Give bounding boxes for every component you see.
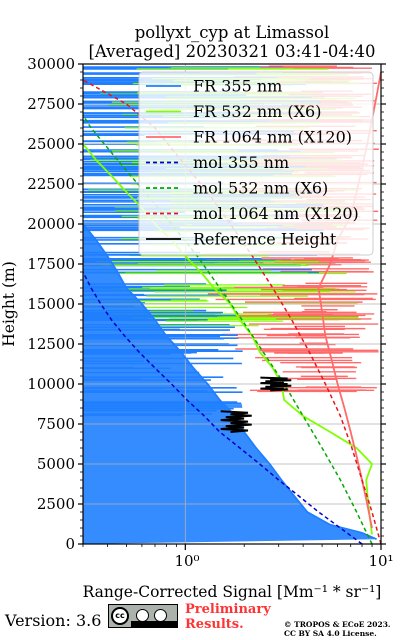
legend-box xyxy=(138,71,374,256)
legend-entry-label: FR 355 nm xyxy=(193,77,282,96)
cc-icon: cc xyxy=(111,607,129,625)
series-mol-532-nm-x6-line xyxy=(82,114,373,545)
y-axis-label: Height (m) xyxy=(0,261,18,347)
creative-commons-by-sa-icon: cc xyxy=(108,604,178,628)
copyright-line-1: © TROPOS & ECoE 2023. xyxy=(284,620,391,629)
y-tick-label: 0 xyxy=(65,535,75,553)
copyright-notice: © TROPOS & ECoE 2023. CC BY SA 4.0 Licen… xyxy=(284,620,391,638)
y-tick-label: 10000 xyxy=(27,375,75,393)
legend-entry-label: mol 355 nm xyxy=(193,153,289,172)
y-tick-label: 2500 xyxy=(37,495,75,513)
y-tick-label: 22500 xyxy=(27,175,75,193)
x-tick-label-10-0: 10⁰ xyxy=(174,552,199,570)
chart-title: pollyxt_cyp at Limassol xyxy=(135,23,330,42)
copyright-line-2: CC BY SA 4.0 License. xyxy=(284,629,377,638)
y-tick-label: 27500 xyxy=(27,95,75,113)
y-axis: 0 2500 5000 7500 10000 12500 15000 17500 20000 22… xyxy=(27,55,386,553)
version-text: Version: 3.6 xyxy=(5,611,102,630)
y-tick-label: 30000 xyxy=(27,55,75,73)
series-reference-height-segment-1 xyxy=(260,376,292,392)
legend-entry-label: mol 1064 nm (X120) xyxy=(193,204,359,223)
y-tick-label: 5000 xyxy=(37,455,75,473)
legend: FR 355 nm FR 532 nm (X6) FR 1064 nm (X120)… xyxy=(138,71,374,256)
preliminary-line-1: Preliminary xyxy=(185,602,271,617)
legend-entry-label: mol 532 nm (X6) xyxy=(193,179,328,198)
x-tick-label-10-1: 10¹ xyxy=(368,552,393,570)
x-axis: 10⁰ 10¹ xyxy=(82,544,394,570)
chart-subtitle: [Averaged] 20230321 03:41-04:40 xyxy=(89,42,376,61)
preliminary-line-2: Results. xyxy=(185,617,244,632)
y-tick-label: 20000 xyxy=(27,215,75,233)
cc-badge-strip xyxy=(131,621,177,627)
y-tick-label: 12500 xyxy=(27,335,75,353)
legend-entry-label: FR 532 nm (X6) xyxy=(193,102,321,121)
y-tick-label: 17500 xyxy=(27,255,75,273)
legend-entry-label: Reference Height xyxy=(193,230,337,249)
y-tick-label: 15000 xyxy=(27,295,75,313)
legend-entry-label: FR 1064 nm (X120) xyxy=(193,128,352,147)
preliminary-notice: Preliminary Results. xyxy=(185,602,271,632)
y-tick-label: 25000 xyxy=(27,135,75,153)
series-fr-355-nm-line xyxy=(82,223,377,541)
x-axis-label: Range-Corrected Signal [Mm⁻¹ * sr⁻¹] xyxy=(83,583,382,601)
y-tick-label: 7500 xyxy=(37,415,75,433)
series-reference-height-segment-0 xyxy=(220,410,252,433)
